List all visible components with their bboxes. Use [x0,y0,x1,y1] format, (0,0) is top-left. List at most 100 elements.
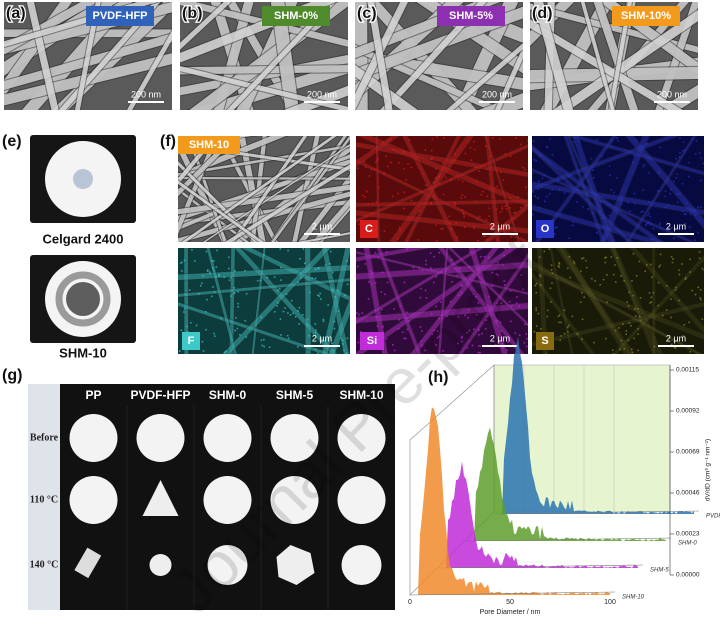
eds-dot [649,302,651,304]
fiber-shadow [388,136,475,242]
eds-dot [605,256,607,259]
fiber [532,145,633,242]
eds-dot [374,309,377,311]
column-header: PP [85,388,101,402]
eds-dot [527,193,528,195]
eds-dot [346,259,348,262]
scale-label: 200 nm [307,89,337,99]
eds-dot [443,137,445,139]
eds-dot [499,321,502,324]
eds-dot [365,215,368,218]
eds-dot [297,281,299,283]
eds-dot [658,266,660,268]
fiber-shadow [178,277,350,298]
sample-badge [262,6,330,26]
y-tick-label: 0.00092 [676,408,700,415]
fiber [355,2,368,110]
eds-dot [402,150,405,153]
eds-dot [673,237,675,240]
fiber [549,248,574,354]
eds-dot [212,260,215,262]
eds-dot [610,188,613,191]
fiber-shadow [536,248,549,354]
eds-dot [625,330,628,332]
eds-dot [430,313,433,315]
fiber [234,248,338,354]
eds-dot [540,186,543,189]
eds-dot [212,267,214,269]
eds-dot [694,239,696,242]
eds-dot [534,284,537,287]
eds-dot [467,316,469,319]
eds-dot [184,293,187,296]
series-label: SHM-10 [622,595,645,601]
eds-dot [612,353,615,354]
fiber-shadow [239,248,350,303]
eds-dot [455,222,457,224]
fiber [356,210,528,234]
eds-dot [209,272,211,275]
fiber-shadow [437,248,526,354]
eds-dot [228,256,230,259]
fiber-shadow [408,248,500,354]
eds-dot [515,302,518,305]
eds-dot [202,350,205,352]
eds-dot [206,298,208,301]
map-label: F [188,335,195,347]
fiber [484,136,521,242]
eds-dot [580,270,582,273]
eds-dot [436,336,439,339]
eds-dot [651,276,653,279]
eds-dot [559,339,561,341]
eds-dot [560,321,562,324]
distribution-area [410,407,610,595]
eds-dot [365,166,367,168]
fiber [532,168,695,242]
eds-dot [503,280,506,282]
eds-dot [559,214,561,216]
eds-dot [329,250,332,253]
eds-dot [337,310,340,313]
eds-dot [447,268,449,271]
eds-dot [318,295,321,297]
fiber-shadow [205,248,238,354]
map-label-bg [536,332,554,350]
fiber [202,143,350,242]
fiber [178,136,220,235]
fiber [126,30,172,110]
eds-dot [435,224,438,226]
sample-disc [203,414,252,462]
map-label-bg [182,332,200,350]
eds-dot [496,274,499,276]
eds-dot [337,289,339,292]
eds-dot [278,287,281,290]
distribution-area [438,461,638,568]
eds-dot [480,193,483,196]
eds-dot [642,189,644,191]
eds-dot [385,337,388,340]
fiber-shadow [598,136,651,242]
eds-dot [205,250,208,253]
eds-dot [183,259,186,262]
sem-image [530,2,698,110]
eds-dot [205,311,207,313]
map-label: SHM-10 [189,139,229,151]
fiber [446,42,523,110]
fiber [4,53,172,106]
eds-dot [317,267,320,270]
eds-dot [674,289,677,291]
eds-dot [207,269,209,271]
eds-dot [656,172,659,174]
eds-dot [260,316,263,319]
eds-dot [344,294,346,297]
eds-dot [472,293,475,295]
eds-dot [306,324,309,326]
eds-dot [525,345,528,348]
eds-dot [614,329,617,332]
eds-dot [297,310,299,312]
eds-dot [453,204,456,207]
eds-dot [375,201,378,203]
eds-dot [572,260,575,263]
eds-dot [571,189,574,192]
eds-dot [433,194,435,197]
